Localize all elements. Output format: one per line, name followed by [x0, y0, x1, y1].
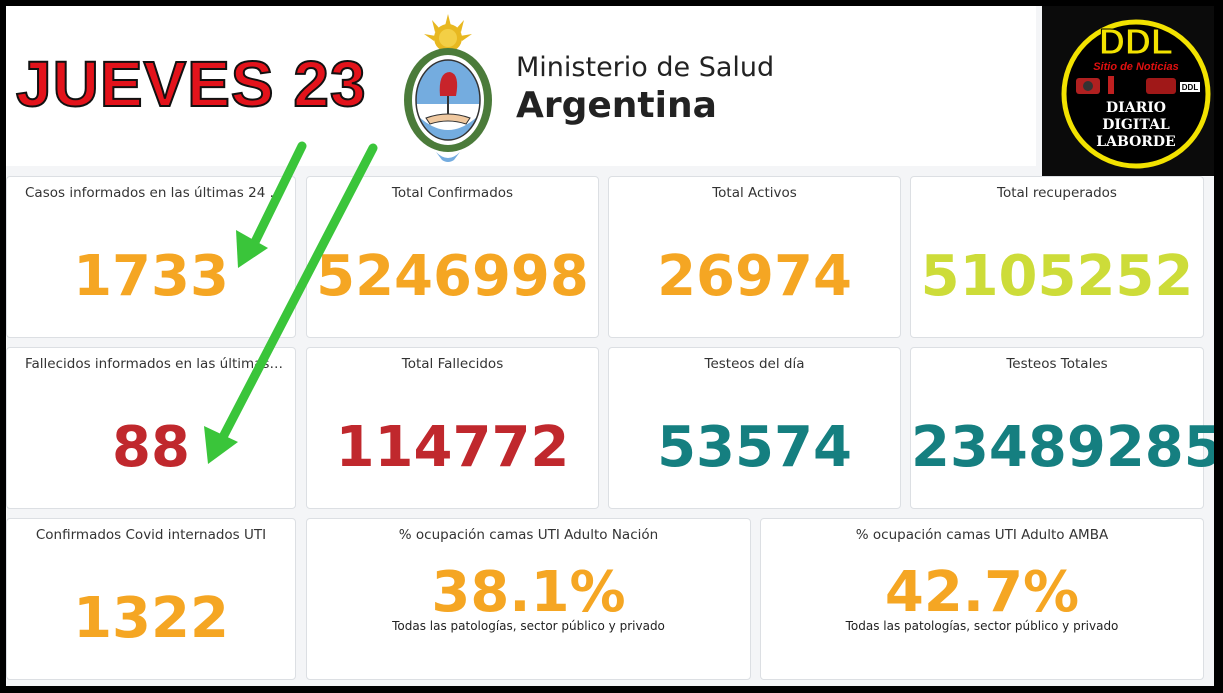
kpi-card: Testeos Totales 23489285 [910, 347, 1214, 509]
kpi-value: 42.7% [884, 560, 1080, 625]
kpi-title: Testeos del día [704, 356, 805, 372]
kpi-value: 1733 [73, 244, 229, 309]
kpi-card: Confirmados Covid internados UTI 1322 [6, 518, 296, 680]
kpi-card: Total Fallecidos 114772 [306, 347, 599, 509]
kpi-value: 88 [112, 415, 190, 480]
kpi-title: Total Confirmados [391, 185, 514, 201]
ministry-name: Ministerio de Salud [516, 52, 775, 83]
ddl-tagline: Sitio de Noticias [1093, 61, 1179, 73]
kpi-card: Testeos del día 53574 [608, 347, 901, 509]
ministry-logo-text: Ministerio de Salud Argentina [516, 52, 774, 128]
kpi-value: 1322 [73, 586, 229, 651]
country-name: Argentina [516, 85, 717, 126]
ddl-line2: DIGITAL [1102, 117, 1170, 133]
kpi-title: Casos informados en las últimas 24 ... [25, 185, 283, 201]
kpi-value: 5105252 [920, 244, 1194, 309]
kpi-title: Total Activos [712, 185, 797, 201]
kpi-title: % ocupación camas UTI Adulto Nación [398, 527, 659, 543]
header-banner: JUEVES 23 [6, 6, 1036, 166]
kpi-value: 38.1% [431, 560, 626, 625]
kpi-card: Fallecidos informados en las últimas ...… [6, 347, 296, 509]
kpi-card: % ocupación camas UTI Adulto Nación 38.1%… [306, 518, 751, 680]
kpi-value: 5246998 [316, 244, 589, 309]
ddl-logo-icon: DDL Sitio de Noticias DDL DIARIO DIGITAL… [1042, 6, 1214, 176]
ddl-line3: LABORDE [1096, 134, 1175, 150]
kpi-title: % ocupación camas UTI Adulto AMBA [855, 527, 1109, 543]
kpi-title: Total recuperados [997, 185, 1117, 201]
kpi-card: Total Activos 26974 [608, 176, 901, 338]
kpi-title: Testeos Totales [1006, 356, 1108, 372]
ddl-brand: DDL [1099, 21, 1173, 62]
argentina-seal-icon [404, 14, 492, 162]
ddl-small: DDL [1182, 83, 1199, 92]
ddl-line1: DIARIO [1106, 100, 1166, 116]
kpi-card: % ocupación camas UTI Adulto AMBA 42.7% To… [760, 518, 1204, 680]
kpi-card: Total Confirmados 5246998 [306, 176, 599, 338]
kpi-title: Total Fallecidos [401, 356, 504, 372]
kpi-title: Fallecidos informados en las últimas ... [25, 356, 287, 372]
kpi-value: 26974 [657, 244, 852, 309]
headline-date: JUEVES 23 [15, 48, 367, 120]
kpi-card: Casos informados en las últimas 24 ... 17… [6, 176, 296, 338]
kpi-subtitle: Todas las patologías, sector público y p… [392, 619, 665, 633]
kpi-value: 23489285 [911, 415, 1214, 480]
kpi-card: Total recuperados 5105252 [910, 176, 1204, 338]
dashboard-frame: JUEVES 23 [6, 6, 1214, 686]
kpi-title: Confirmados Covid internados UTI [35, 527, 267, 543]
kpi-value: 114772 [335, 415, 570, 480]
kpi-subtitle: Todas las patologías, sector público y p… [845, 619, 1119, 633]
kpi-value: 53574 [657, 415, 852, 480]
